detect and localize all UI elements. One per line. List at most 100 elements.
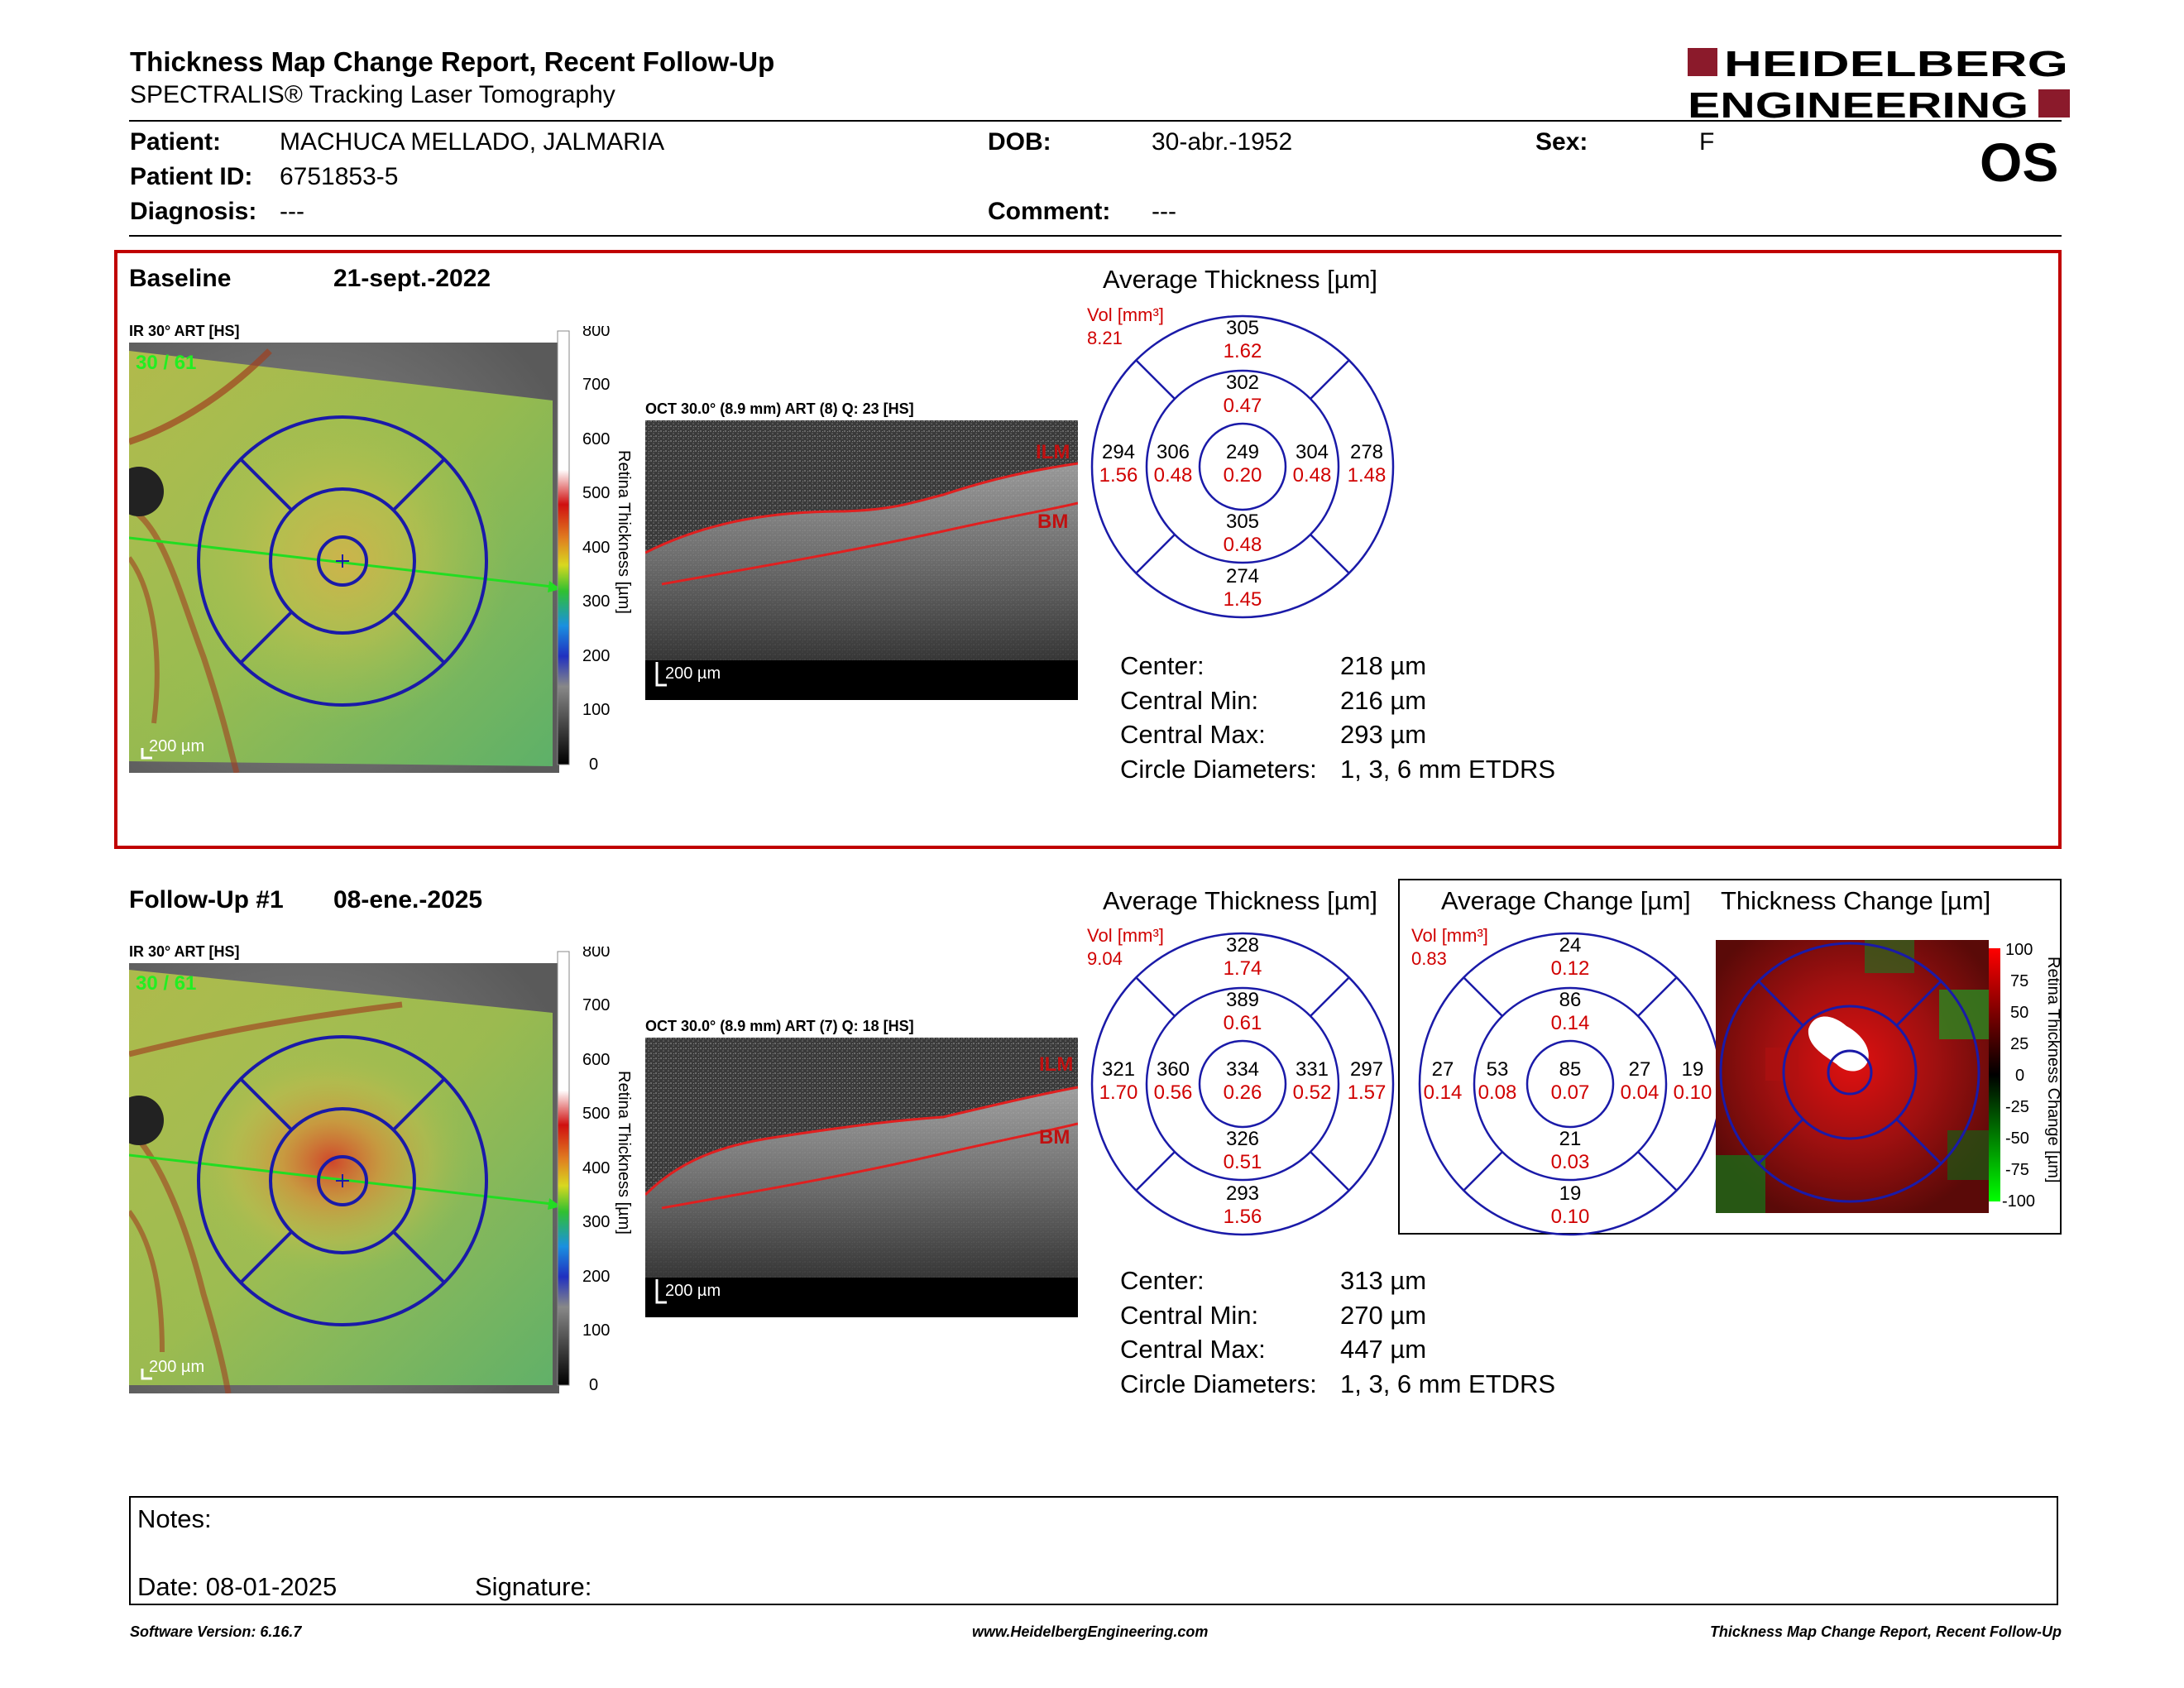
- baseline-oct-scan: ILM BM 200 µm: [645, 420, 1078, 700]
- baseline-outer-left-volume: 1.56: [1099, 464, 1138, 487]
- svg-text:500: 500: [582, 484, 610, 502]
- change-outer-bottom-thickness: 19: [1559, 1182, 1582, 1205]
- change-outer-top-volume: 0.12: [1551, 957, 1590, 980]
- followup-inner-top-thickness: 389: [1226, 989, 1259, 1011]
- followup-vol-label: Vol [mm³]: [1087, 925, 1164, 946]
- svg-text:-75: -75: [2005, 1161, 2029, 1179]
- baseline-bm-label: BM: [1037, 511, 1068, 533]
- baseline-outer-top-thickness: 305: [1226, 317, 1259, 339]
- baseline-inner-bottom-thickness: 305: [1226, 511, 1259, 533]
- footer-report-name: Thickness Map Change Report, Recent Foll…: [1709, 1623, 2062, 1640]
- svg-text:600: 600: [582, 1051, 610, 1069]
- followup-oct-scale: 200 µm: [665, 1282, 721, 1300]
- change-colorbar-label: Retina Thickness Change [µm]: [2044, 957, 2062, 1183]
- followup-inner-left-thickness: 360: [1157, 1058, 1190, 1081]
- followup-vol-total: 9.04: [1087, 948, 1123, 969]
- baseline-etdrs-grid: Vol [mm³] 8.21 305 1.62 302 0.47 294 1.5…: [1087, 305, 1395, 619]
- change-inner-bottom-thickness: 21: [1559, 1128, 1582, 1150]
- diagnosis-label: Diagnosis:: [130, 198, 257, 225]
- footer-software-version: Software Version: 6.16.7: [130, 1623, 302, 1640]
- baseline-center-thickness: 249: [1226, 441, 1259, 463]
- baseline-inner-bottom-volume: 0.48: [1224, 534, 1262, 556]
- svg-text:0: 0: [589, 1376, 598, 1393]
- eye-laterality: OS: [1980, 132, 2059, 193]
- baseline-ir-image: 30 / 61 200 µm: [129, 343, 559, 773]
- patient-label: Patient:: [130, 128, 222, 156]
- baseline-center-volume: 0.20: [1224, 464, 1262, 487]
- svg-text:50: 50: [2010, 1004, 2028, 1022]
- baseline-colorbar: 800 700 600 500 400 300 200 100 0 Retina…: [557, 326, 633, 773]
- svg-text:75: 75: [2010, 972, 2028, 990]
- change-inner-left-volume: 0.08: [1478, 1081, 1517, 1104]
- report-title: Thickness Map Change Report, Recent Foll…: [130, 46, 775, 77]
- baseline-stat-min-value: 216 µm: [1340, 686, 1427, 715]
- followup-inner-bottom-thickness: 326: [1226, 1128, 1259, 1150]
- followup-stat-diam-value: 1, 3, 6 mm ETDRS: [1340, 1369, 1556, 1398]
- patient-divider: [129, 235, 2062, 237]
- baseline-inner-left-volume: 0.48: [1154, 464, 1193, 487]
- svg-text:500: 500: [582, 1105, 610, 1123]
- thickness-change-map: [1716, 940, 1989, 1213]
- footer-website[interactable]: www.HeidelbergEngineering.com: [972, 1623, 1209, 1640]
- baseline-stat-center-value: 218 µm: [1340, 651, 1427, 680]
- followup-stat-diam-label: Circle Diameters:: [1120, 1369, 1317, 1398]
- change-map-title: Thickness Change [µm]: [1721, 886, 1991, 915]
- baseline-stat-min-label: Central Min:: [1120, 686, 1259, 715]
- change-panel: [1398, 879, 2062, 1235]
- followup-etdrs-grid: Vol [mm³] 9.04 328 1.74 389 0.61 321 1.7…: [1087, 925, 1395, 1236]
- followup-ir-label: IR 30° ART [HS]: [129, 943, 240, 960]
- followup-outer-top-volume: 1.74: [1224, 957, 1262, 980]
- followup-oct-label: OCT 30.0° (8.9 mm) ART (7) Q: 18 [HS]: [645, 1018, 914, 1034]
- change-inner-left-thickness: 53: [1487, 1058, 1509, 1081]
- followup-outer-bottom-volume: 1.56: [1224, 1206, 1262, 1228]
- baseline-inner-left-thickness: 306: [1157, 441, 1190, 463]
- comment-label: Comment:: [988, 198, 1111, 225]
- svg-text:0: 0: [589, 755, 598, 773]
- baseline-oct-label: OCT 30.0° (8.9 mm) ART (8) Q: 23 [HS]: [645, 400, 914, 417]
- svg-text:200: 200: [582, 1268, 610, 1286]
- change-outer-right-thickness: 19: [1682, 1058, 1704, 1081]
- change-avg-title: Average Change [µm]: [1441, 886, 1691, 915]
- baseline-outer-bottom-volume: 1.45: [1224, 588, 1262, 611]
- baseline-inner-right-thickness: 304: [1296, 441, 1329, 463]
- baseline-vol-total: 8.21: [1087, 328, 1123, 348]
- baseline-stat-diam-label: Circle Diameters:: [1120, 755, 1317, 784]
- followup-oct-scan: ILM BM 200 µm: [645, 1038, 1078, 1317]
- followup-inner-top-volume: 0.61: [1224, 1012, 1262, 1034]
- followup-ilm-label: ILM: [1039, 1053, 1073, 1076]
- change-outer-left-thickness: 27: [1432, 1058, 1454, 1081]
- followup-outer-top-thickness: 328: [1226, 934, 1259, 957]
- change-center-thickness: 85: [1559, 1058, 1582, 1081]
- change-etdrs-grid: Vol [mm³] 0.83 24 0.12 86 0.14 27 0.14 5…: [1411, 925, 1722, 1236]
- svg-text:400: 400: [582, 1159, 610, 1177]
- followup-inner-bottom-volume: 0.51: [1224, 1151, 1262, 1173]
- baseline-outer-top-volume: 1.62: [1224, 340, 1262, 362]
- followup-stat-min-label: Central Min:: [1120, 1301, 1259, 1330]
- baseline-stat-center-label: Center:: [1120, 651, 1205, 680]
- followup-outer-left-thickness: 321: [1102, 1058, 1135, 1081]
- change-outer-top-thickness: 24: [1559, 934, 1582, 957]
- baseline-ilm-label: ILM: [1036, 441, 1070, 463]
- notes-box[interactable]: Notes: Date: 08-01-2025 Signature:: [129, 1496, 2058, 1605]
- change-inner-bottom-volume: 0.03: [1551, 1151, 1590, 1173]
- change-colorbar-ticks: 100 75 50 25 0 -25 -50 -75 -100: [2002, 941, 2035, 1211]
- svg-text:200: 200: [582, 647, 610, 665]
- followup-outer-right-volume: 1.57: [1348, 1081, 1387, 1104]
- followup-ir-overlay: 30 / 61: [136, 972, 196, 995]
- svg-text:700: 700: [582, 996, 610, 1014]
- heidelberg-logo: HEIDELBERG ENGINEERING: [1688, 45, 2070, 121]
- logo-line2: ENGINEERING: [1688, 85, 2028, 121]
- change-inner-right-volume: 0.04: [1621, 1081, 1660, 1104]
- baseline-highlight-box: [114, 250, 2062, 849]
- comment-value: ---: [1152, 198, 1176, 225]
- baseline-title: Baseline: [129, 265, 232, 292]
- followup-center-thickness: 334: [1226, 1058, 1259, 1081]
- followup-ir-image: 30 / 61 200 µm: [129, 963, 559, 1393]
- change-inner-top-thickness: 86: [1559, 989, 1582, 1011]
- baseline-outer-right-volume: 1.48: [1348, 464, 1387, 487]
- svg-text:600: 600: [582, 430, 610, 448]
- svg-text:100: 100: [582, 1321, 610, 1340]
- change-vol-label: Vol [mm³]: [1411, 925, 1488, 946]
- patient-name: MACHUCA MELLADO, JALMARIA: [280, 128, 665, 156]
- report-subtitle: SPECTRALIS® Tracking Laser Tomography: [130, 81, 615, 108]
